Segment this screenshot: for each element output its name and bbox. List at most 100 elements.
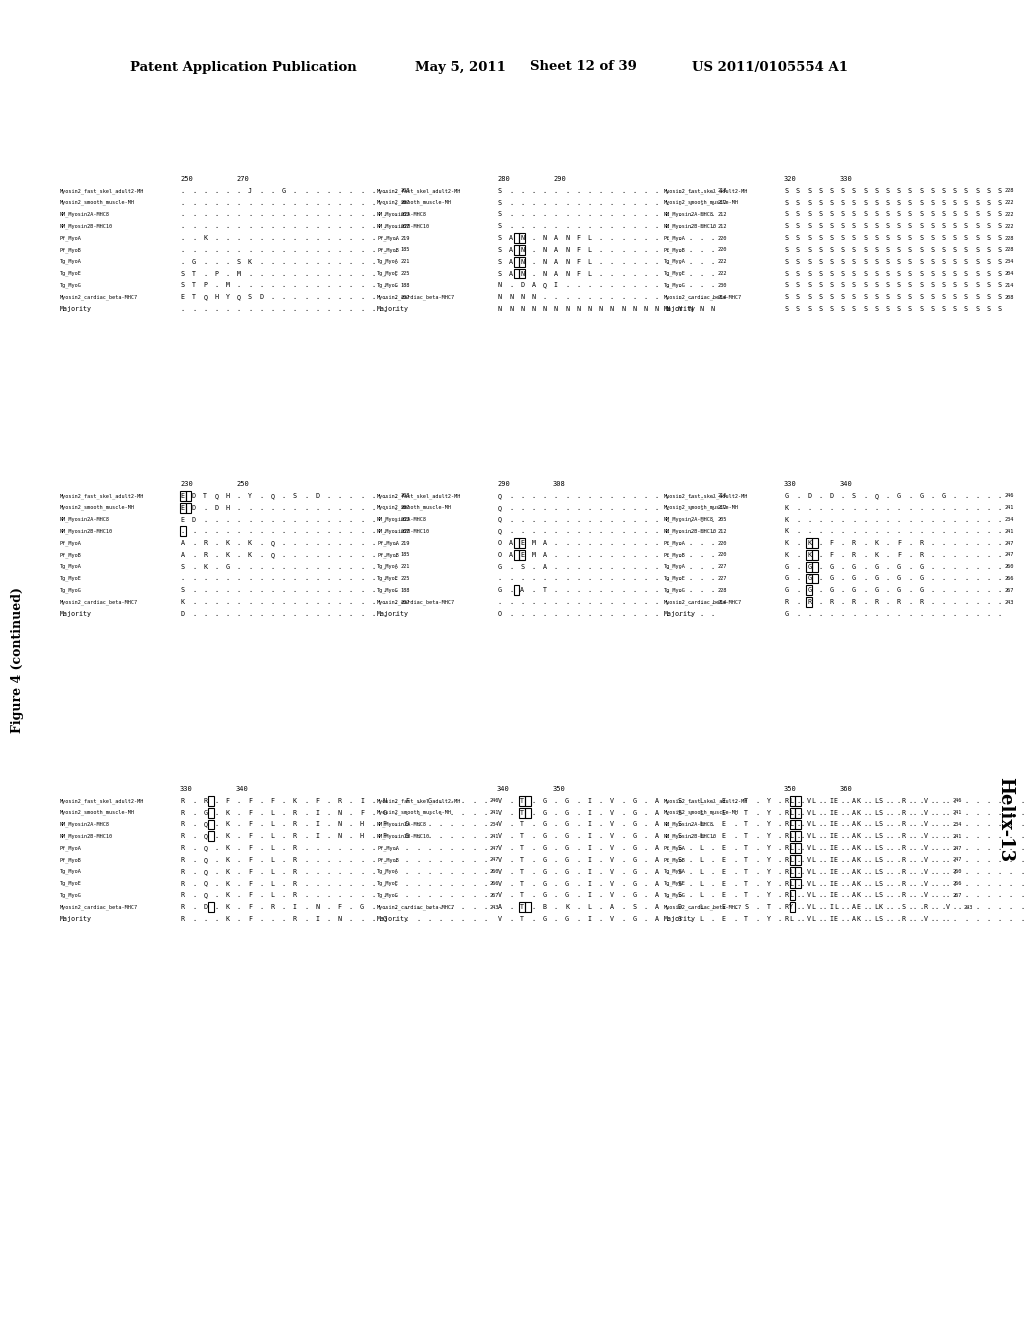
Text: R: R	[181, 797, 184, 804]
Text: R: R	[181, 833, 184, 840]
Text: V: V	[924, 797, 928, 804]
Text: N: N	[621, 306, 625, 312]
Text: .: .	[393, 187, 397, 194]
Text: R: R	[901, 797, 905, 804]
Text: .: .	[259, 599, 263, 605]
Text: .: .	[610, 271, 613, 276]
Text: .: .	[654, 540, 658, 546]
Text: .: .	[711, 869, 715, 875]
Text: .: .	[577, 880, 581, 887]
Text: .: .	[509, 587, 513, 593]
Text: S: S	[796, 247, 800, 253]
Text: .: .	[818, 552, 822, 558]
Text: .: .	[327, 235, 331, 242]
Text: S: S	[879, 880, 883, 887]
Text: S: S	[829, 294, 834, 300]
Text: .: .	[270, 271, 274, 276]
Text: T: T	[767, 904, 771, 909]
Text: S: S	[293, 492, 297, 499]
Text: Tg_MyoE: Tg_MyoE	[60, 271, 82, 276]
Text: Pf_MyoA: Pf_MyoA	[377, 845, 399, 851]
Text: .: .	[886, 880, 890, 887]
Text: S: S	[818, 199, 822, 206]
Text: .: .	[886, 599, 890, 605]
Text: .: .	[807, 504, 811, 511]
Text: .: .	[259, 904, 263, 909]
Text: .: .	[259, 504, 263, 511]
Text: .: .	[677, 540, 681, 546]
Text: .: .	[270, 916, 274, 921]
Text: .: .	[203, 516, 207, 523]
Text: S: S	[818, 187, 822, 194]
Text: L: L	[790, 880, 793, 887]
Text: .: .	[599, 904, 602, 909]
Text: E: E	[722, 797, 726, 804]
Text: .: .	[643, 294, 647, 300]
Text: V: V	[807, 916, 811, 921]
Text: G: G	[565, 833, 569, 840]
Text: .: .	[677, 564, 681, 570]
Text: .: .	[214, 809, 218, 816]
Text: .: .	[214, 845, 218, 851]
Text: .: .	[807, 528, 811, 535]
Text: Q: Q	[543, 282, 547, 288]
Text: 228: 228	[1005, 247, 1014, 252]
Text: .: .	[711, 797, 715, 804]
Text: N: N	[338, 833, 342, 840]
Text: .: .	[997, 540, 1001, 546]
Text: .: .	[371, 504, 375, 511]
Text: S: S	[784, 282, 788, 288]
Text: 234: 234	[490, 822, 500, 828]
Text: G: G	[543, 833, 547, 840]
Text: Tg_MyoG: Tg_MyoG	[664, 892, 686, 898]
Text: .: .	[520, 504, 524, 511]
Text: .: .	[778, 880, 781, 887]
Text: .: .	[349, 892, 353, 899]
Text: S: S	[829, 211, 834, 218]
Text: G: G	[543, 880, 547, 887]
Text: S: S	[852, 199, 856, 206]
Text: .: .	[577, 797, 581, 804]
Text: .: .	[829, 611, 834, 616]
Text: O: O	[498, 611, 502, 616]
Text: N: N	[520, 259, 524, 265]
Bar	[796, 832, 801, 841]
Text: 220: 220	[718, 552, 727, 557]
Text: D: D	[677, 904, 681, 909]
Text: S: S	[886, 211, 890, 218]
Text: .: .	[688, 552, 692, 558]
Text: .: .	[1009, 904, 1013, 909]
Text: .: .	[371, 516, 375, 523]
Text: .: .	[349, 797, 353, 804]
Text: .: .	[349, 916, 353, 921]
Text: .: .	[942, 576, 945, 582]
Text: .: .	[214, 833, 218, 840]
Text: .: .	[841, 904, 845, 909]
Text: E: E	[722, 833, 726, 840]
Text: .: .	[621, 504, 625, 511]
Text: .: .	[565, 199, 569, 206]
Text: .: .	[778, 916, 781, 921]
Text: .: .	[327, 587, 331, 593]
Text: .: .	[577, 564, 581, 570]
Text: K: K	[225, 833, 229, 840]
Text: .: .	[338, 857, 342, 863]
Text: .: .	[304, 564, 308, 570]
Text: K: K	[874, 552, 879, 558]
Text: V: V	[924, 809, 928, 816]
Text: .: .	[952, 821, 956, 828]
Text: .: .	[632, 199, 636, 206]
Text: .: .	[382, 306, 386, 312]
Text: S: S	[879, 833, 883, 840]
Bar	[790, 891, 796, 900]
Text: .: .	[964, 821, 968, 828]
Text: F: F	[270, 797, 274, 804]
Text: L: L	[790, 821, 793, 828]
Text: D: D	[193, 492, 196, 499]
Text: L: L	[874, 869, 879, 875]
Text: S: S	[181, 271, 184, 276]
Text: K: K	[856, 821, 860, 828]
Bar	[519, 268, 525, 279]
Text: .: .	[818, 797, 822, 804]
Text: N: N	[588, 306, 592, 312]
